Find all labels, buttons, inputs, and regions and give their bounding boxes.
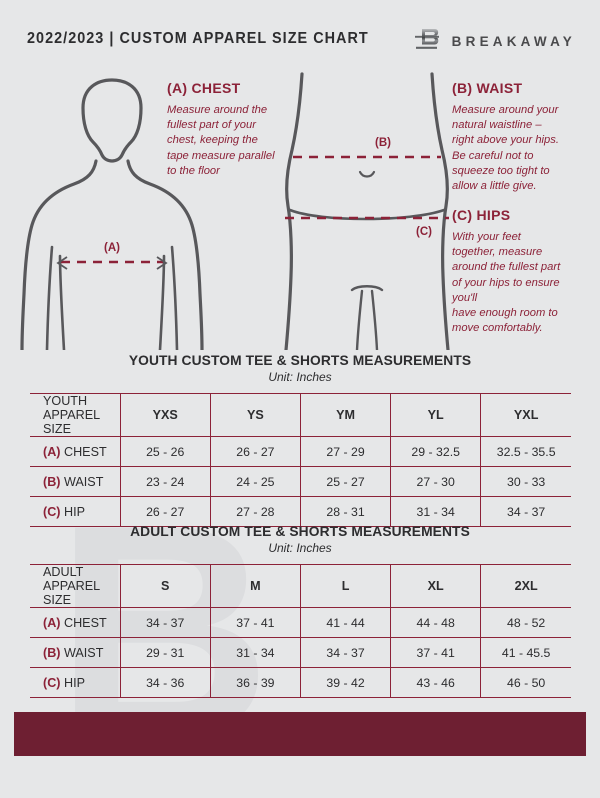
youth-table-unit: Unit: Inches [268, 370, 332, 384]
measurement-row-label: (A) CHEST [30, 607, 121, 638]
page-header: 2022/2023 | CUSTOM APPAREL SIZE CHART BR… [0, 0, 600, 72]
measurement-tag: (A) [43, 615, 61, 630]
measurement-cell: 32.5 - 35.5 [480, 436, 571, 467]
measurement-cell: 28 - 31 [299, 496, 392, 527]
upper-body-figure [20, 78, 204, 350]
measurement-cell: 26 - 27 [119, 496, 211, 527]
chest-instructions-body: Measure around the fullest part of your … [167, 104, 275, 177]
size-column-header: S [119, 564, 211, 608]
measurement-cell: 37 - 41 [209, 607, 301, 638]
hips-instructions-body: With your feet together, measure around … [452, 231, 561, 335]
measurement-tag: (B) [43, 645, 61, 660]
table-row: (A) CHEST 25 - 26 26 - 27 27 - 29 29 - 32.5 3… [30, 436, 571, 467]
table-header-row: YOUTH APPAREL SIZE YXS YS YM YL YXL [30, 393, 571, 437]
chest-instructions-title: (A) CHEST [167, 80, 241, 96]
table-row: (A) CHEST 34 - 37 37 - 41 41 - 44 44 - 48 48 … [30, 607, 571, 638]
hips-instructions: (C) HIPS With your feet together, measur… [452, 207, 594, 336]
table-row: (B) WAIST 23 - 24 24 - 25 25 - 27 27 - 30 30 … [30, 466, 571, 497]
hips-instructions-title: (C) HIPS [452, 207, 511, 223]
breakaway-b-logo-icon [414, 29, 439, 49]
page-title: 2022/2023 | CUSTOM APPAREL SIZE CHART [27, 30, 369, 47]
youth-table-title: YOUTH CUSTOM TEE & SHORTS MEASUREMENTS [128, 353, 472, 368]
measurement-cell: 29 - 32.5 [390, 436, 482, 467]
measurement-cell: 41 - 44 [299, 607, 392, 638]
size-column-header: M [209, 564, 301, 608]
youth-size-section: YOUTH CUSTOM TEE & SHORTS MEASUREMENTS U… [0, 353, 600, 527]
table-header-row: ADULT APPAREL SIZE S M L XL 2XL [30, 564, 571, 608]
waist-measure-label: (B) [375, 137, 391, 149]
adult-table-body: ADULT APPAREL SIZE S M L XL 2XL (A) CHEST 34 - … [30, 564, 571, 698]
size-column-header: XL [390, 564, 482, 608]
size-header-cell: ADULT APPAREL SIZE [30, 564, 121, 608]
waist-instructions-title: (B) WAIST [452, 80, 523, 96]
brand-name: BREAKAWAY [451, 33, 576, 49]
measurement-cell: 48 - 52 [480, 607, 571, 638]
measurement-row-label: (B) WAIST [30, 466, 121, 497]
measurement-cell: 23 - 24 [119, 466, 211, 497]
measurement-cell: 31 - 34 [390, 496, 482, 527]
brand-lockup: BREAKAWAY [413, 26, 576, 56]
measurement-cell: 34 - 37 [480, 496, 571, 527]
size-header-cell: YOUTH APPAREL SIZE [30, 393, 121, 437]
waist-instructions-body: Measure around your natural waistline – … [452, 104, 559, 193]
measurement-cell: 46 - 50 [480, 667, 571, 698]
size-column-header: YXL [480, 393, 571, 437]
measurement-cell: 34 - 36 [119, 667, 211, 698]
table-row: (C) HIP 26 - 27 27 - 28 28 - 31 31 - 34 34 - … [30, 496, 571, 527]
measurement-row-label: (A) CHEST [30, 436, 121, 467]
size-column-header: YL [390, 393, 482, 437]
measurement-cell: 26 - 27 [209, 436, 301, 467]
size-column-header: YXS [119, 393, 211, 437]
measurement-cell: 37 - 41 [390, 637, 482, 668]
youth-table-body: YOUTH APPAREL SIZE YXS YS YM YL YXL (A) CHEST 2… [30, 393, 571, 527]
measurement-cell: 30 - 33 [480, 466, 571, 497]
measurement-tag: (C) [43, 504, 61, 519]
measurement-cell: 27 - 28 [209, 496, 301, 527]
measurement-row-label: (C) HIP [30, 667, 121, 698]
measurement-cell: 25 - 27 [299, 466, 392, 497]
adult-table-unit: Unit: Inches [268, 541, 332, 555]
measurement-cell: 36 - 39 [209, 667, 301, 698]
waist-instructions: (B) WAIST Measure around your natural wa… [452, 80, 592, 194]
chest-measure-label: (A) [104, 242, 120, 254]
size-column-header: YS [209, 393, 301, 437]
lower-body-figure [284, 72, 450, 350]
measurement-cell: 44 - 48 [390, 607, 482, 638]
measurement-cell: 27 - 30 [390, 466, 482, 497]
adult-size-section: ADULT CUSTOM TEE & SHORTS MEASUREMENTS U… [0, 524, 600, 698]
chest-instructions: (A) CHEST Measure around the fullest par… [167, 80, 307, 179]
size-column-header: L [299, 564, 392, 608]
size-column-header: 2XL [480, 564, 571, 608]
measurement-cell: 29 - 31 [119, 637, 211, 668]
measurement-cell: 25 - 26 [119, 436, 211, 467]
measurement-cell: 34 - 37 [299, 637, 392, 668]
measurement-cell: 27 - 29 [299, 436, 392, 467]
chest-measure-line [56, 256, 168, 270]
hip-measure-label: (C) [416, 226, 432, 238]
youth-size-table: YOUTH APPAREL SIZE YXS YS YM YL YXL (A) CHEST 2… [30, 393, 571, 527]
adult-table-title: ADULT CUSTOM TEE & SHORTS MEASUREMENTS [130, 524, 470, 539]
measurement-tag: (C) [43, 675, 61, 690]
size-column-header: YM [299, 393, 392, 437]
measurement-row-label: (B) WAIST [30, 637, 121, 668]
table-row: (C) HIP 34 - 36 36 - 39 39 - 42 43 - 46 46 - … [30, 667, 571, 698]
measurement-diagram: (A) (B) (C) [0, 62, 600, 350]
measurement-cell: 43 - 46 [390, 667, 482, 698]
measurement-cell: 24 - 25 [209, 466, 301, 497]
measurement-cell: 34 - 37 [119, 607, 211, 638]
table-row: (B) WAIST 29 - 31 31 - 34 34 - 37 37 - 41 41 … [30, 637, 571, 668]
measurement-cell: 31 - 34 [209, 637, 301, 668]
measurement-tag: (B) [43, 474, 61, 489]
measurement-row-label: (C) HIP [30, 496, 121, 527]
footer-bar [14, 712, 586, 756]
adult-size-table: ADULT APPAREL SIZE S M L XL 2XL (A) CHEST 34 - … [30, 564, 571, 698]
measurement-cell: 39 - 42 [299, 667, 392, 698]
measurement-tag: (A) [43, 444, 61, 459]
measurement-cell: 41 - 45.5 [480, 637, 571, 668]
